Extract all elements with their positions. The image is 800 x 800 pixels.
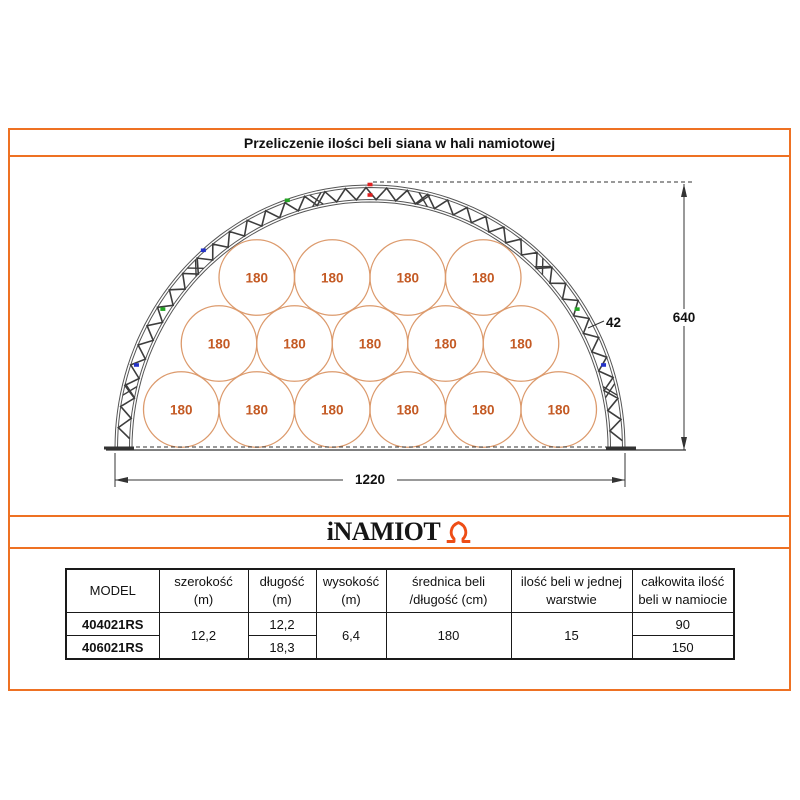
cell-dlugosc-1: 12,2	[247, 612, 317, 636]
header-szerokosc: szerokość (m)	[158, 568, 249, 613]
header-wysokosc: wysokość (m)	[315, 568, 387, 613]
table-row: 404021RS 12,2 12,2 6,4 180 15 90	[65, 612, 735, 660]
table-area: MODEL szerokość (m) długość (m) wysokość…	[8, 547, 791, 691]
table-header-row: MODEL szerokość (m) długość (m) wysokość…	[65, 568, 735, 613]
logo-text: iNAMIOT	[326, 517, 441, 546]
diagram-area	[8, 155, 791, 517]
header-calkowita: całkowita ilość beli w namiocie	[631, 568, 735, 613]
cell-model-2: 406021RS	[65, 635, 160, 660]
header-model: MODEL	[65, 568, 160, 613]
title-bar: Przeliczenie ilości beli siana w hali na…	[8, 128, 791, 157]
logo-bar: iNAMIOT	[8, 515, 791, 549]
cell-calkowita-2: 150	[631, 635, 735, 660]
table-row: 406021RS 18,3 150	[65, 635, 735, 660]
cell-dlugosc-2: 18,3	[247, 635, 317, 660]
cell-calkowita-1: 90	[631, 612, 735, 636]
spec-table: MODEL szerokość (m) długość (m) wysokość…	[65, 568, 735, 660]
tent-icon	[446, 521, 471, 543]
header-dlugosc: długość (m)	[247, 568, 317, 613]
cell-model-1: 404021RS	[65, 612, 160, 636]
header-srednica: średnica beli /długość (cm)	[385, 568, 512, 613]
cell-wysokosc: 6,4	[315, 612, 387, 660]
cell-ilosc-warstwa: 15	[510, 612, 633, 660]
page-title: Przeliczenie ilości beli siana w hali na…	[243, 134, 556, 151]
header-ilosc-warstwa: ilość beli w jednej warstwie	[510, 568, 633, 613]
cell-szerokosc: 12,2	[158, 612, 249, 660]
cell-srednica: 180	[385, 612, 512, 660]
